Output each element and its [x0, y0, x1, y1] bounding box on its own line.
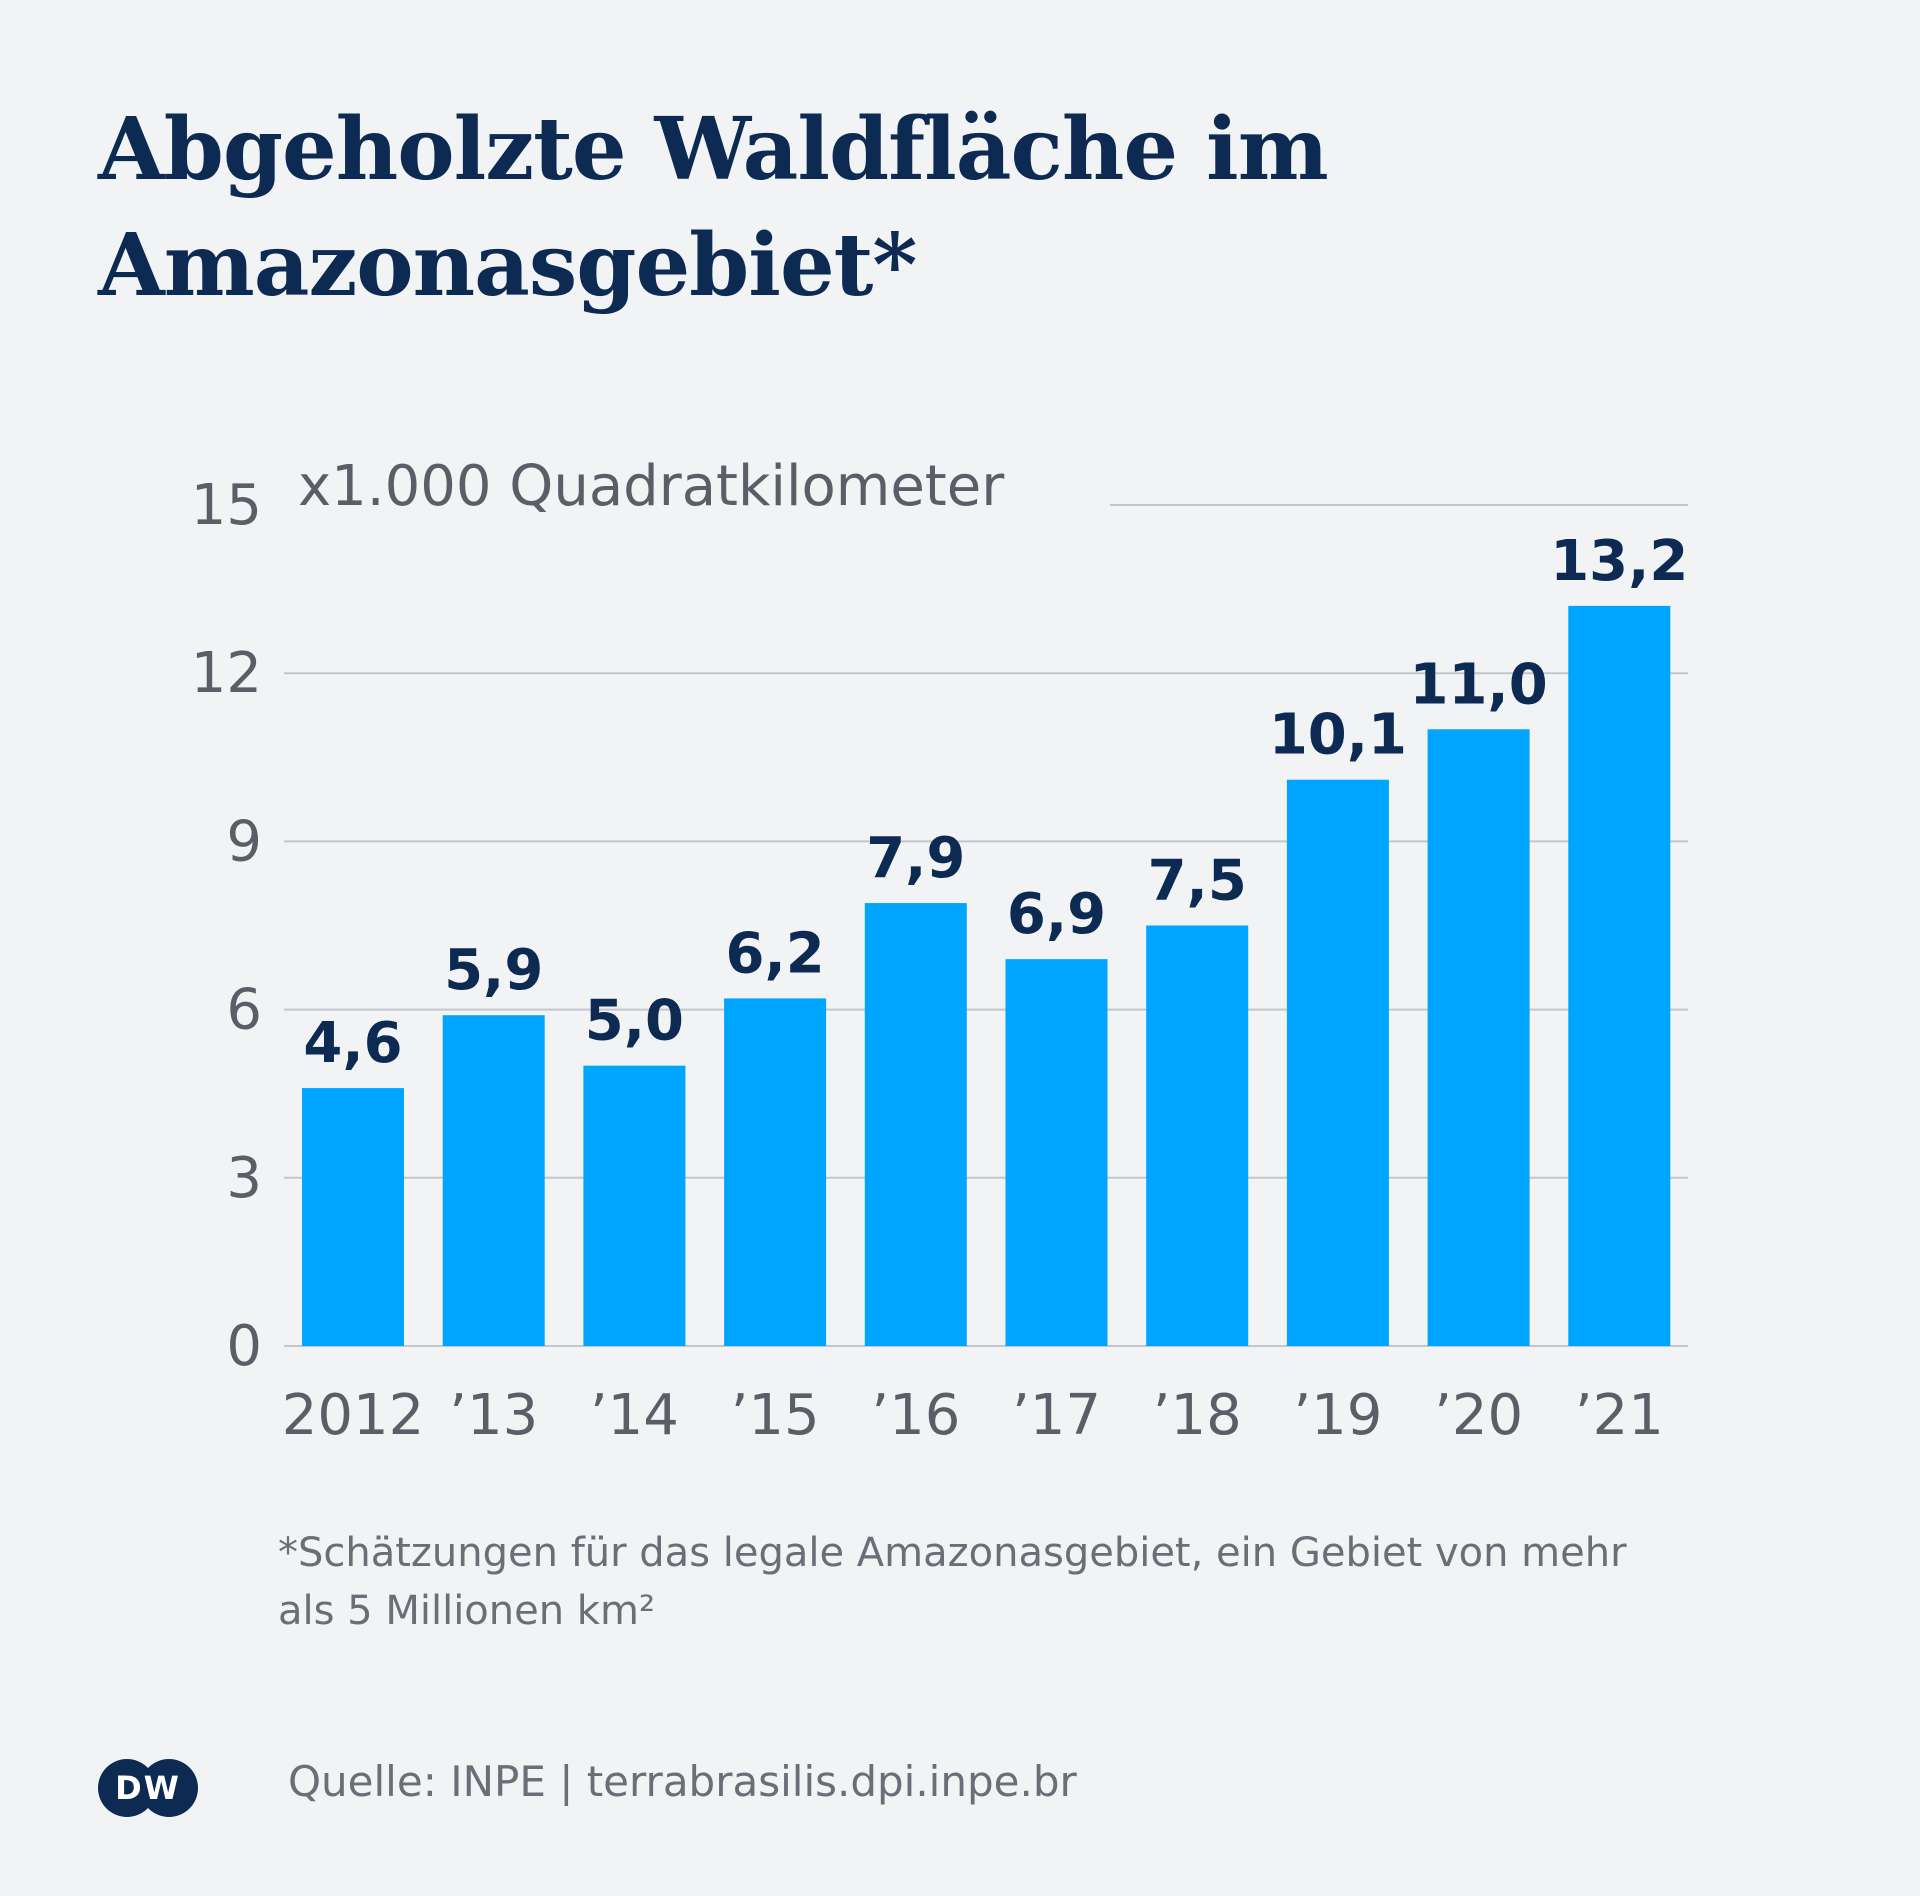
- x-tick-label: ’18: [1153, 1383, 1242, 1448]
- bar: [1146, 925, 1249, 1346]
- footnote: *Schätzungen für das legale Amazonasgebi…: [278, 1530, 1627, 1634]
- chart-title: Abgeholzte Waldfläche im Amazonasgebiet*: [98, 99, 1329, 316]
- bar: [864, 903, 967, 1346]
- bars: [302, 605, 1671, 1346]
- x-tick-label: ’13: [449, 1383, 538, 1448]
- bar: [1568, 605, 1671, 1346]
- value-label: 7,9: [866, 826, 965, 891]
- value-label: 10,1: [1269, 703, 1407, 768]
- dw-logo-icon: DW: [98, 1759, 198, 1817]
- value-label: 13,2: [1550, 529, 1688, 594]
- value-label: 5,0: [585, 989, 684, 1054]
- y-tick-label: 9: [226, 809, 262, 874]
- bar: [1005, 959, 1108, 1346]
- source-text: Quelle: INPE | terrabrasilis.dpi.inpe.br: [288, 1757, 1077, 1806]
- y-tick-label: 6: [226, 978, 262, 1043]
- value-label: 6,9: [1007, 882, 1106, 947]
- y-tick-label: 0: [226, 1314, 262, 1379]
- bar: [1427, 729, 1530, 1346]
- value-label: 5,9: [444, 938, 543, 1003]
- bar: [302, 1088, 404, 1346]
- value-label: 4,6: [303, 1011, 402, 1076]
- x-tick-label: ’16: [871, 1383, 960, 1448]
- y-axis-unit-label: x1.000 Quadratkilometer: [298, 454, 1005, 519]
- y-tick-label: 15: [191, 473, 262, 538]
- dw-logo-text: DW: [115, 1769, 181, 1807]
- value-label: 7,5: [1148, 849, 1247, 914]
- y-tick-label: 12: [191, 641, 262, 706]
- value-labels: 4,6 5,9 5,0 6,2 7,9 6,9 7,5 10,111,013,2: [303, 529, 1688, 1076]
- value-label: 6,2: [725, 921, 824, 986]
- x-axis-ticks: 2012 ’13 ’14 ’15 ’16 ’17 ’18 ’19 ’20 ’21: [282, 1383, 1664, 1448]
- bar: [724, 998, 827, 1346]
- bar: [1286, 779, 1389, 1346]
- x-tick-label: ’15: [731, 1383, 820, 1448]
- bar: [442, 1015, 545, 1346]
- x-tick-label: ’14: [590, 1383, 679, 1448]
- value-label: 11,0: [1410, 652, 1548, 717]
- x-tick-label: 2012: [282, 1383, 425, 1448]
- x-tick-label: ’17: [1012, 1383, 1101, 1448]
- x-tick-label: ’20: [1434, 1383, 1523, 1448]
- x-tick-label: ’21: [1575, 1383, 1664, 1448]
- y-axis-ticks: 0 3 6 9 12 15: [191, 473, 262, 1379]
- y-tick-label: 3: [226, 1146, 262, 1211]
- x-tick-label: ’19: [1293, 1383, 1382, 1448]
- bar: [583, 1065, 686, 1346]
